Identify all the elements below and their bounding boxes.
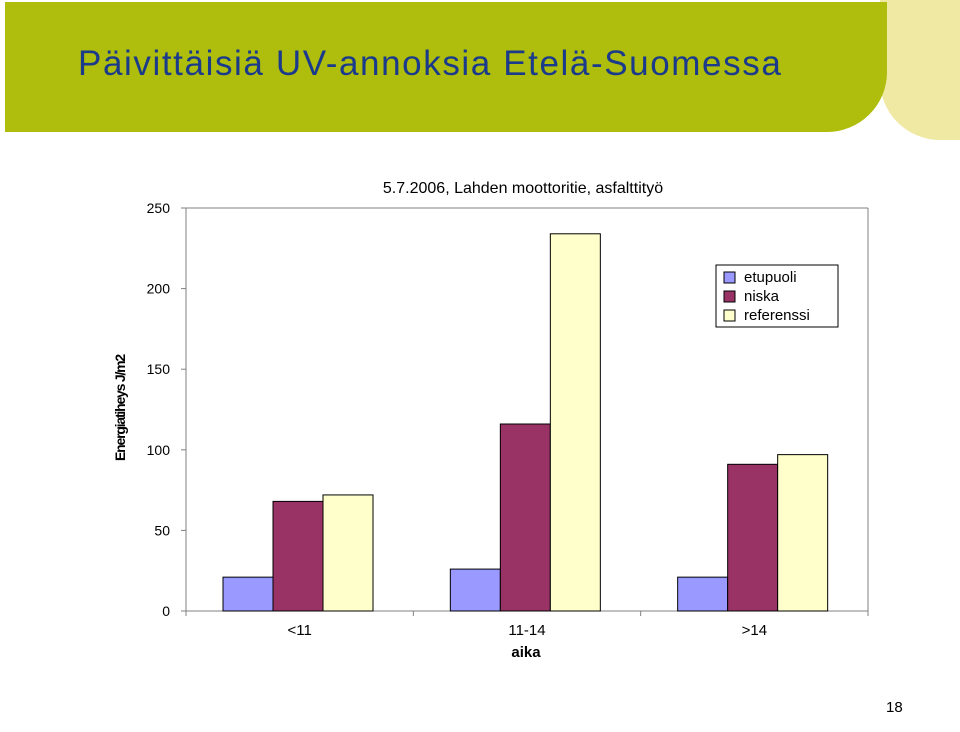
slide-title: Päivittäisiä UV-annoksia Etelä-Suomessa bbox=[78, 44, 783, 83]
y-tick-label: 150 bbox=[147, 361, 171, 377]
x-tick-label: 11-14 bbox=[508, 622, 545, 639]
legend-swatch-referenssi bbox=[723, 309, 736, 322]
legend-label-etupuoli: etupuoli bbox=[744, 269, 797, 286]
legend-box bbox=[715, 264, 839, 328]
legend-swatch-niska bbox=[723, 290, 736, 303]
bar-etupuoli bbox=[222, 576, 274, 612]
y-tick-label: 100 bbox=[147, 442, 171, 458]
bars bbox=[222, 233, 829, 612]
y-axis-ticks: 0 50 100 150 200 250 bbox=[147, 200, 186, 619]
bar-referenssi bbox=[777, 454, 829, 612]
x-tick-label: >14 bbox=[742, 622, 767, 639]
bar-etupuoli bbox=[677, 576, 729, 612]
bar-niska bbox=[272, 500, 324, 612]
legend-label-referenssi: referenssi bbox=[744, 307, 810, 324]
header-band bbox=[5, 2, 887, 132]
bar-niska bbox=[727, 463, 779, 612]
y-tick-label: 0 bbox=[162, 603, 170, 619]
x-tick-label: <11 bbox=[287, 622, 311, 639]
bar-referenssi bbox=[322, 494, 374, 612]
legend: etupuoli niska referenssi bbox=[715, 264, 839, 328]
header-accent-band bbox=[880, 0, 960, 140]
bar-referenssi bbox=[549, 233, 601, 612]
chart-title: 5.7.2006, Lahden moottoritie, asfalttity… bbox=[383, 180, 663, 197]
y-tick-label: 200 bbox=[147, 281, 171, 297]
y-axis-label: Energiatiheys J/m2 bbox=[112, 354, 128, 461]
y-tick-label: 250 bbox=[147, 200, 171, 216]
legend-label-niska: niska bbox=[744, 288, 780, 305]
bar-etupuoli bbox=[449, 568, 501, 612]
legend-swatch-etupuoli bbox=[723, 271, 736, 284]
y-tick-label: 50 bbox=[154, 522, 170, 538]
bar-niska bbox=[499, 423, 551, 612]
x-axis-ticks: <11 11-14 >14 bbox=[185, 611, 869, 639]
x-axis-label: aika bbox=[511, 644, 541, 661]
page-number: 18 bbox=[886, 699, 903, 716]
